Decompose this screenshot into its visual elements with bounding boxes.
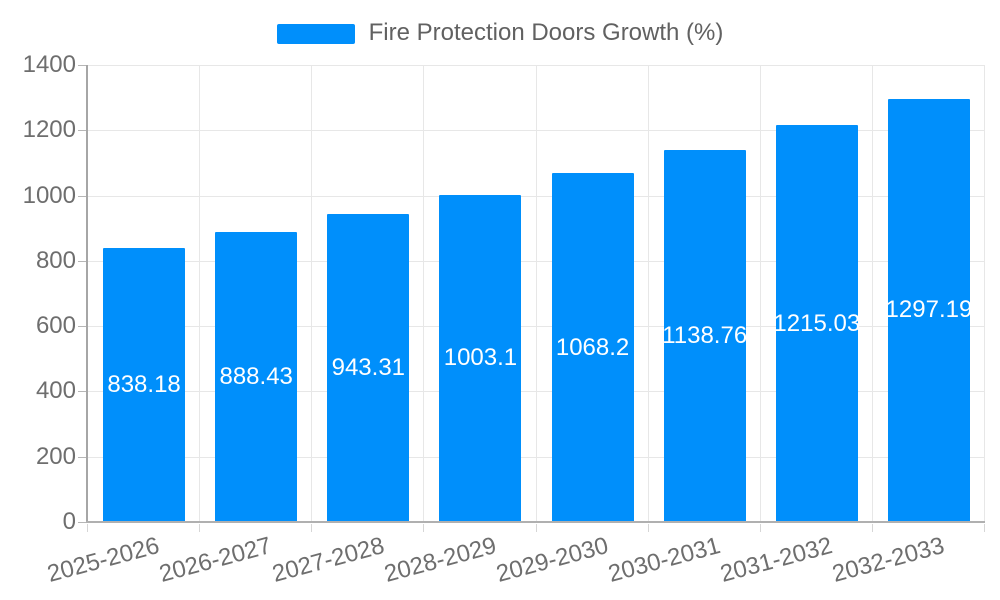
bar[interactable]: 888.43 [215,232,298,522]
bar[interactable]: 1138.76 [662,150,748,522]
y-axis-tick-label: 600 [35,312,76,340]
gridline-horizontal [88,130,985,132]
bar[interactable]: 943.31 [327,214,410,522]
y-axis-tick [78,391,86,393]
x-axis-tick [311,524,313,532]
y-axis-tick [78,130,86,132]
gridline-vertical [759,65,761,522]
plot-area: 838.18 888.43 943.31 1003.1 1068.2 1138.76 121… [23,53,985,588]
bar[interactable]: 1297.19 [885,98,973,522]
x-axis-tick-label: 2030-2031 [605,532,724,588]
gridline-vertical [423,65,425,522]
gridline-horizontal [88,195,985,197]
gridline-vertical [199,65,201,522]
x-axis-tick [871,524,873,532]
y-axis-tick-label: 800 [35,246,76,274]
y-axis-tick-label: 200 [35,442,76,470]
legend-item[interactable]: Fire Protection Doors Growth (%) [276,19,724,47]
bar-value-label: 888.43 [219,363,293,390]
bar-value-label: 1138.76 [662,322,748,350]
x-axis-tick [87,524,88,532]
gridline-vertical [535,65,537,522]
gridline-vertical [871,65,873,522]
x-axis-tick-label: 2029-2030 [493,532,612,588]
bar-value-label: 1068.2 [555,333,630,361]
y-axis-tick [78,65,86,66]
x-axis-tick [647,524,649,532]
x-axis-tick-label: 2031-2032 [717,532,836,588]
x-axis-tick-label: 2027-2028 [268,532,387,588]
bar-value-label: 1003.1 [443,344,518,372]
bar-value-label: 1297.19 [885,296,973,324]
bar[interactable]: 1068.2 [551,173,634,522]
y-axis-tick-label: 1400 [22,51,76,78]
y-axis-tick [78,260,86,262]
legend-series-label: Fire Protection Doors Growth (%) [368,19,724,46]
x-axis-tick [984,524,985,532]
gridline-horizontal [88,65,985,66]
gridline-horizontal [88,326,985,328]
x-axis-tick [535,524,537,532]
y-axis-tick [78,456,86,458]
y-axis-tick [78,522,86,523]
x-axis-tick-label: 2026-2027 [156,532,275,588]
y-axis-tick-label: 1000 [22,181,76,209]
x-axis-tick [423,524,425,532]
y-axis-tick [78,195,86,197]
x-axis-tick [759,524,761,532]
y-axis-line [86,65,88,522]
legend: Fire Protection Doors Growth (%) [0,21,1000,47]
x-axis-tick-label: 2025-2026 [44,532,163,588]
y-axis-tick [78,326,86,328]
gridline-vertical [311,65,313,522]
bar-value-label: 1215.03 [773,309,861,337]
y-axis-tick-label: 400 [35,377,76,405]
bar-value-label: 838.18 [107,371,181,399]
gridline-vertical [647,65,649,522]
bar[interactable]: 838.18 [103,248,186,522]
x-axis-tick [199,524,201,532]
bar-value-label: 943.31 [331,354,406,382]
gridline-vertical [984,65,985,522]
x-axis-tick-label: 2032-2033 [829,532,948,588]
x-axis-tick-label: 2028-2029 [381,532,499,588]
bar[interactable]: 1215.03 [773,125,861,522]
legend-marker-icon [276,24,355,44]
y-axis-tick-label: 1200 [22,116,76,144]
gridline-horizontal [88,391,985,393]
x-axis-line [86,521,985,523]
bar[interactable]: 1003.1 [439,194,522,522]
gridline-horizontal [88,456,985,458]
gridline-horizontal [88,260,985,262]
y-axis-tick-label: 0 [62,508,76,535]
